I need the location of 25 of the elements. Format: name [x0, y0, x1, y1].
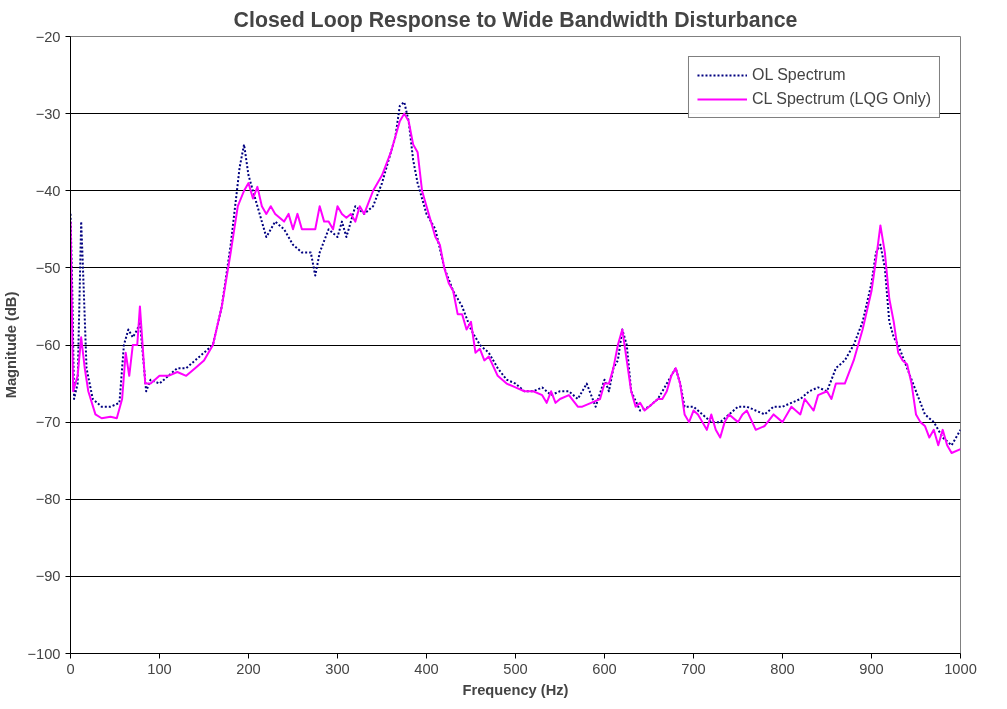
x-tick-label: 200: [236, 660, 261, 677]
x-tick-label: 600: [592, 660, 617, 677]
x-axis-title: Frequency (Hz): [462, 681, 569, 698]
y-tick-label: −90: [35, 568, 61, 585]
y-tick-label: −40: [35, 182, 61, 199]
x-tick-label: 900: [859, 660, 884, 677]
x-tick-label: 400: [414, 660, 439, 677]
y-tick-label: −60: [35, 337, 61, 353]
y-tick-label: −100: [27, 645, 61, 662]
x-tick-label: 800: [770, 660, 795, 677]
y-tick-label: −30: [35, 105, 61, 122]
x-tick-label: 100: [147, 660, 172, 677]
x-tick-label: 700: [681, 660, 706, 677]
y-tick-label: −70: [35, 414, 61, 431]
y-tick-label: −20: [35, 28, 61, 45]
y-tick-label: −80: [35, 491, 61, 508]
y-axis-title: Magnitude (dB): [3, 291, 20, 399]
chart-title: Closed Loop Response to Wide Bandwidth Disturbance: [233, 7, 798, 32]
x-tick-label: 500: [503, 660, 528, 677]
x-tick-label: 300: [325, 660, 350, 677]
legend-label: OL Spectrum: [751, 66, 846, 84]
legend-label: CL Spectrum (LQG Only): [751, 90, 931, 108]
x-tick-label: 0: [66, 660, 75, 677]
y-tick-label: −50: [35, 259, 61, 276]
x-tick-label: 1000: [944, 660, 977, 677]
